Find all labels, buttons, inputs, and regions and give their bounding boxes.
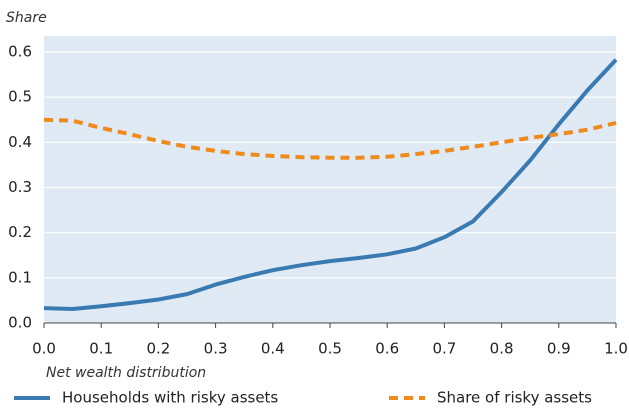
x-tick-label: 0.5 [318, 340, 342, 358]
x-tick-label: 0.3 [204, 340, 228, 358]
x-tick-label: 0.8 [490, 340, 514, 358]
y-tick-label: 0.0 [8, 314, 32, 332]
legend-label: Share of risky assets [437, 389, 592, 407]
plot-background [44, 36, 616, 323]
y-tick-label: 0.6 [8, 43, 32, 61]
x-tick-label: 0.0 [32, 340, 56, 358]
y-tick-label: 0.5 [8, 88, 32, 106]
x-tick-label: 0.4 [261, 340, 285, 358]
y-tick-label: 0.2 [8, 223, 32, 241]
x-tick-label: 0.1 [89, 340, 113, 358]
series-line [43, 58, 618, 311]
y-tick-label: 0.3 [8, 178, 32, 196]
x-axis-label: Net wealth distribution [46, 365, 206, 381]
y-tick-label: 0.4 [8, 133, 32, 151]
y-axis-label: Share [6, 10, 47, 26]
y-tick-label: 0.1 [8, 268, 32, 286]
x-tick-label: 0.9 [547, 340, 571, 358]
x-tick-label: 0.6 [375, 340, 399, 358]
series-line [43, 117, 617, 160]
x-tick-label: 1.0 [604, 340, 628, 358]
x-tick-label: 0.7 [432, 340, 456, 358]
legend-label: Households with risky assets [62, 389, 278, 407]
x-tick-label: 0.2 [146, 340, 170, 358]
